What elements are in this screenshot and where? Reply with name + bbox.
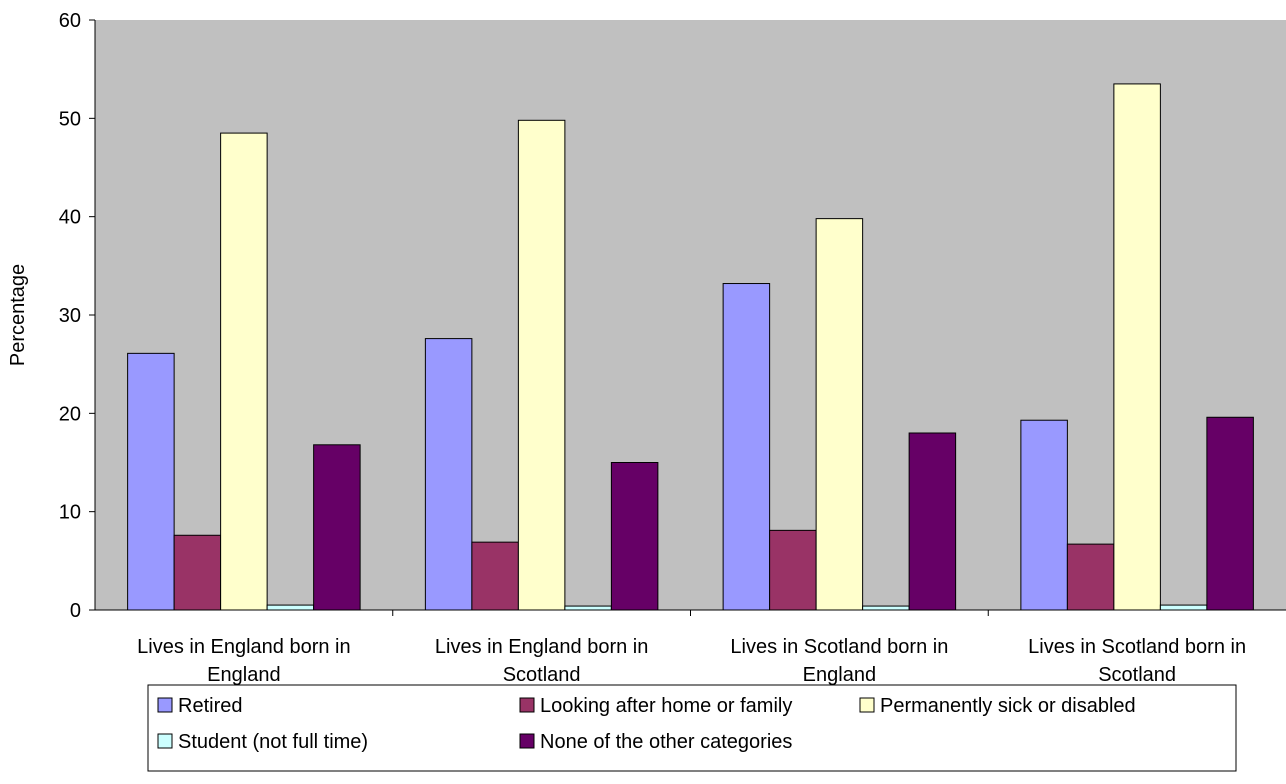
- legend-label: None of the other categories: [540, 731, 792, 753]
- legend-swatch: [519, 733, 535, 749]
- bar-student-not-full-time: [266, 604, 315, 611]
- legend-swatch: [157, 697, 173, 713]
- bar-permanently-sick-or-disabled: [220, 132, 268, 611]
- bar-looking-after-home-or-family: [769, 529, 817, 611]
- bar-permanently-sick-or-disabled: [1113, 83, 1161, 611]
- legend-box: [147, 684, 1237, 772]
- x-category-label: England: [207, 664, 280, 686]
- plot-area: [95, 20, 1286, 610]
- x-category-label: England: [803, 664, 876, 686]
- x-category-label: Lives in Scotland born in: [1028, 636, 1246, 658]
- bar-none-of-the-other-categories: [313, 444, 361, 611]
- bar-retired: [722, 283, 771, 611]
- y-tick-label: 60: [59, 10, 81, 32]
- bars-layer: [127, 83, 1254, 611]
- bar-looking-after-home-or-family: [173, 534, 222, 611]
- legend-label: Permanently sick or disabled: [880, 695, 1136, 717]
- bar-student-not-full-time: [1159, 604, 1208, 611]
- y-axis-title: Percentage: [7, 264, 29, 366]
- x-category-label: Scotland: [503, 664, 581, 686]
- y-tick-label: 40: [59, 207, 81, 229]
- y-tick-label: 0: [70, 600, 81, 622]
- legend-swatch: [859, 697, 875, 713]
- y-tick-label: 30: [59, 305, 81, 327]
- x-category-labels: Lives in England born in England Lives in …: [137, 610, 1246, 686]
- legend-swatch: [157, 733, 173, 749]
- bar-looking-after-home-or-family: [471, 541, 519, 611]
- legend-label: Retired: [178, 695, 242, 717]
- x-category-label: Scotland: [1098, 664, 1176, 686]
- bar-permanently-sick-or-disabled: [517, 119, 566, 611]
- bar-looking-after-home-or-family: [1066, 543, 1115, 611]
- legend-label: Student (not full time): [178, 731, 368, 753]
- bar-none-of-the-other-categories: [908, 432, 957, 611]
- legend-label: Looking after home or family: [540, 695, 792, 717]
- x-category-label: Lives in England born in: [435, 636, 648, 658]
- y-ticks: 0 10 20 30 40 50 60: [59, 10, 95, 622]
- x-category-label: Lives in Scotland born in: [730, 636, 948, 658]
- bar-retired: [424, 338, 473, 611]
- bar-none-of-the-other-categories: [1206, 416, 1254, 611]
- bar-none-of-the-other-categories: [610, 462, 659, 611]
- bar-retired: [127, 352, 175, 611]
- legend: Retired Looking after home or family Perma…: [147, 684, 1237, 772]
- y-tick-label: 20: [59, 403, 81, 425]
- bar-student-not-full-time: [564, 605, 612, 611]
- bar-student-not-full-time: [862, 605, 910, 611]
- x-category-label: Lives in England born in: [137, 636, 350, 658]
- legend-swatch: [519, 697, 535, 713]
- bar-permanently-sick-or-disabled: [815, 218, 864, 611]
- y-tick-label: 50: [59, 108, 81, 130]
- y-tick-label: 10: [59, 502, 81, 524]
- bar-retired: [1020, 419, 1068, 611]
